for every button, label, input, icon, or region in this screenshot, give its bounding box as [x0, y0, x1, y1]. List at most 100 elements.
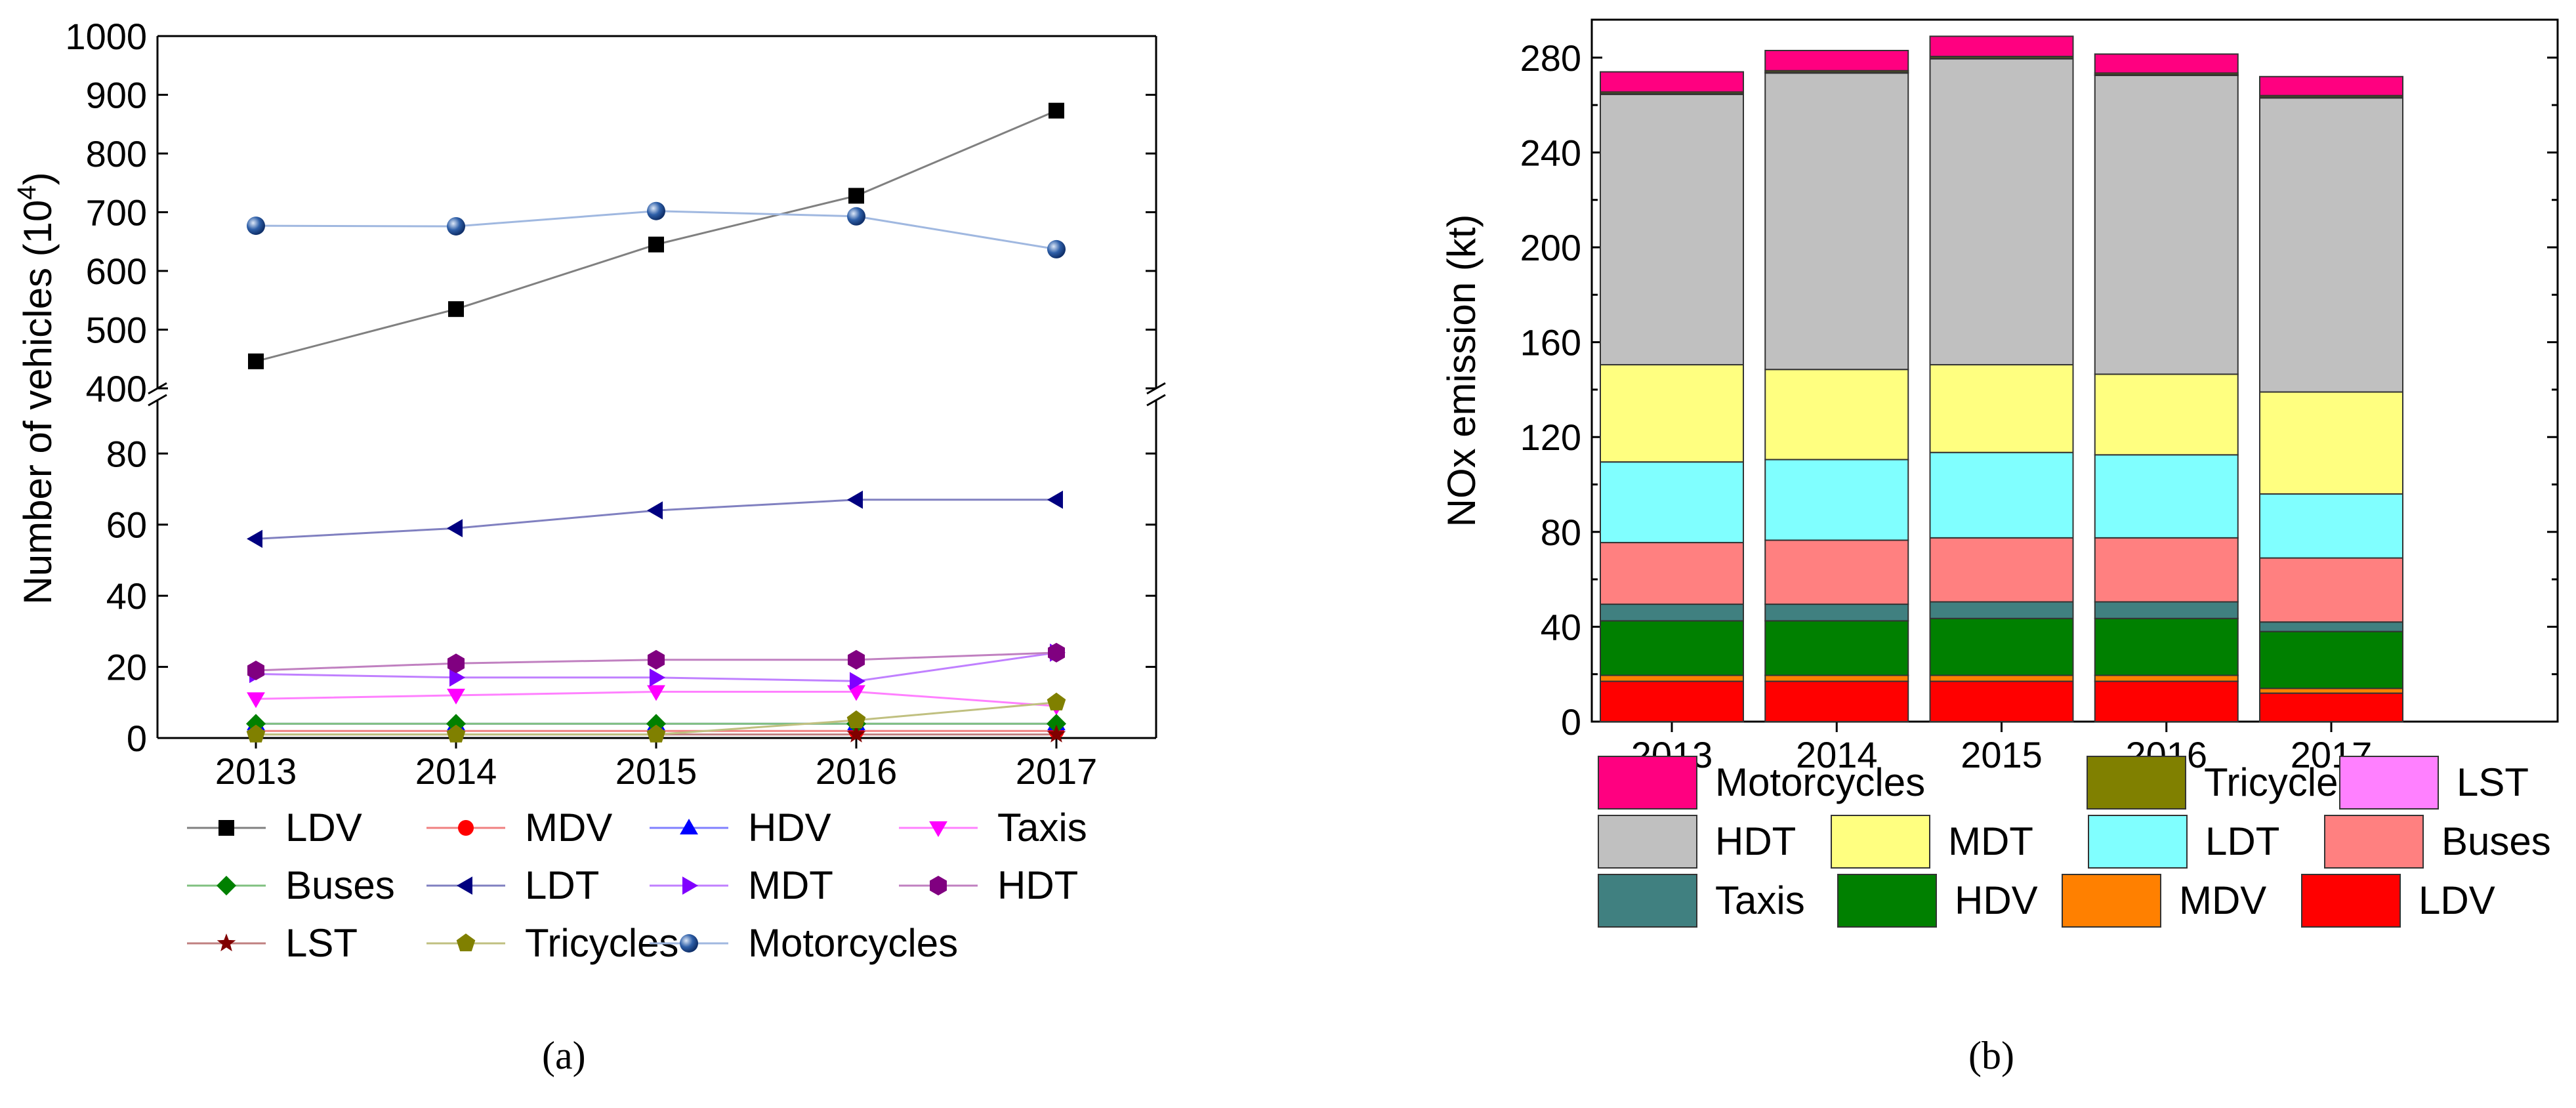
bar-segment-hdv [2094, 617, 2239, 676]
legend-label-motorcycles: Motorcycles [748, 921, 958, 965]
legend-label-mdv: MDV [2179, 878, 2266, 922]
y-tick-label: 200 [1520, 227, 1581, 268]
point-motorcycles [247, 216, 265, 236]
point-ldv [848, 188, 864, 204]
y-axis-label-sup: 4 [12, 185, 41, 199]
point-tricycles [246, 724, 266, 743]
legend-label-hdv: HDV [748, 806, 831, 850]
point-ldt [647, 501, 663, 520]
bar-segment-buses [1600, 542, 1744, 605]
legend-label-ldv: LDV [2419, 878, 2495, 922]
legend-marker-lst [217, 934, 236, 952]
point-ldv [648, 236, 664, 253]
legend-marker-motorcycles [680, 934, 698, 953]
y-tick-label: 800 [86, 133, 147, 174]
legend-label-taxis: Taxis [1715, 878, 1805, 922]
y-axis-label: Number of vehicles (104) [12, 172, 60, 604]
point-ldv [448, 301, 464, 318]
bar-segment-mdt [1600, 363, 1744, 463]
y-tick-label: 120 [1520, 417, 1581, 458]
point-ldt [847, 490, 863, 509]
bar-segment-buses [1929, 537, 2074, 603]
legend-swatch-hdv [1837, 874, 1937, 928]
bar-segment-hdt [1764, 72, 1909, 371]
bar-segment-mdv [1600, 674, 1744, 682]
bar-segment-ldt [2094, 454, 2239, 539]
bar-segment-motorcycles [1600, 71, 1744, 93]
legend-label-mdt: MDT [748, 863, 833, 907]
bar-segment-hdv [2259, 630, 2403, 689]
legend-label-lst: LST [285, 921, 358, 965]
point-motorcycles [1047, 239, 1066, 258]
panel-label-b-text: (b) [1968, 1034, 2014, 1077]
bar-segment-taxis [2259, 621, 2403, 632]
point-tricycles [646, 724, 666, 743]
y-tick-label: 400 [86, 368, 147, 409]
bar-segment-buses [2259, 557, 2403, 623]
legend-label-hdt: HDT [1715, 819, 1796, 863]
legend-label-buses: Buses [285, 863, 395, 907]
bar-segment-ldv [1764, 680, 1909, 722]
point-ldv [1049, 102, 1064, 119]
y-tick-label: 20 [106, 647, 147, 688]
point-tricycles [1047, 692, 1066, 710]
legend-swatch-lst [2339, 756, 2439, 810]
point-tricycles [446, 724, 466, 743]
bar-segment-ldt [1600, 461, 1744, 544]
bar-segment-taxis [1764, 604, 1909, 622]
legend-marker-taxis [929, 821, 947, 837]
point-tricycles [846, 710, 866, 728]
x-tick-label: 2015 [1961, 734, 2043, 775]
y-tick-label: 0 [127, 718, 147, 759]
bar-segment-taxis [1600, 604, 1744, 622]
point-hdt [648, 649, 665, 670]
axis-break-mark [148, 394, 167, 407]
legend-marker-ldt [457, 876, 472, 895]
y-tick-label: 80 [1541, 512, 1581, 553]
legend-swatch-ldv [2301, 874, 2401, 928]
legend-label-buses: Buses [2441, 819, 2551, 863]
panel-label-a: (a) [542, 1033, 586, 1078]
legend-swatch-mdt [1831, 815, 1930, 869]
bar-segment-ldv [1600, 680, 1744, 722]
x-tick-label: 2015 [615, 750, 697, 792]
legend-label-taxis: Taxis [997, 806, 1087, 850]
legend-label-hdt: HDT [997, 863, 1078, 907]
y-tick-label: 40 [1541, 606, 1581, 647]
legend-swatch-ldt [2088, 815, 2188, 869]
bar-segment-hdv [1600, 620, 1744, 676]
chart-a-series [246, 102, 1066, 743]
bar-segment-hdv [1764, 620, 1909, 676]
bar-segment-hdv [1929, 617, 2074, 676]
legend-marker-ldv [218, 820, 234, 836]
chart-a-svg: 400 500 600 700 800 900 1000 0 20 40 60 80 2013 2014 2… [12, 16, 1166, 965]
legend-marker-buses [217, 876, 236, 895]
legend-label-hdv: HDV [1955, 878, 2038, 922]
y-tick-label: 1000 [65, 16, 147, 57]
point-mdt [650, 668, 665, 687]
point-lst [1047, 724, 1066, 743]
bar-segment-buses [1764, 539, 1909, 605]
bar-segment-ldv [2094, 680, 2239, 722]
point-taxis [447, 688, 465, 705]
bar-segment-ldt [2259, 493, 2403, 559]
chart-a-axes: 400 500 600 700 800 900 1000 0 20 40 60 80 2013 2014 2… [12, 16, 1166, 792]
y-tick-label: 40 [106, 575, 147, 617]
x-tick-label: 2017 [1016, 750, 1098, 792]
bar-segment-ldv [1929, 680, 2074, 722]
point-buses [1047, 714, 1066, 734]
legend-label-lst: LST [2457, 760, 2529, 804]
legend-swatch-tricycles [2087, 756, 2186, 810]
point-ldt [447, 519, 463, 537]
bar-segment-hdt [2259, 97, 2403, 393]
bar-segment-mdv [2094, 674, 2239, 682]
legend-swatch-motorcycles [1598, 756, 1697, 810]
y-tick-label: 500 [86, 310, 147, 351]
bar-segment-ldt [1764, 459, 1909, 541]
bar-segment-mdt [2259, 391, 2403, 495]
legend-swatch-hdt [1598, 815, 1697, 869]
y-axis-label-tail: ) [16, 172, 60, 185]
point-hdt [247, 661, 264, 680]
y-tick-label: 280 [1520, 37, 1581, 79]
